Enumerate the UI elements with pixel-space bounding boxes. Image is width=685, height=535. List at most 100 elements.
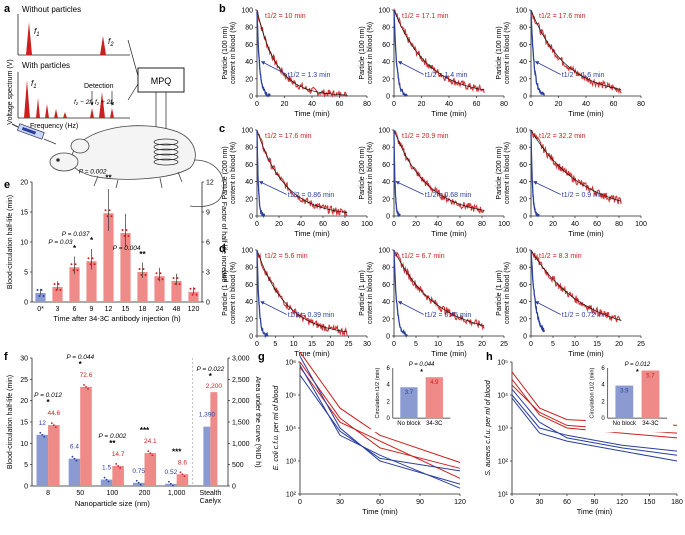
bar-34-3c (112, 465, 124, 486)
x-tick-label: 40 (571, 221, 579, 228)
x-tick-label: 20 (615, 341, 623, 348)
y-tick-label: 40 (245, 59, 253, 66)
data-point (70, 263, 73, 266)
data-point (83, 383, 85, 386)
inset-value-label: 3.9 (620, 389, 629, 395)
y-axis-label: Particle (100 nm)content in blood (%) (359, 22, 374, 84)
inset-x-label: 34-3C (426, 421, 443, 427)
y-tick-label: 60 (382, 162, 390, 169)
data-point (52, 424, 55, 427)
x-tick-label: 25 (500, 341, 508, 348)
red-half-life-label: t1/2 = 17.1 min (402, 13, 449, 20)
bar-no-block (68, 458, 81, 486)
x-axis-label: Time (min) (431, 229, 467, 238)
x-tick-label: 3 (56, 306, 60, 313)
data-point (193, 287, 196, 290)
x-tick-label: 0 (298, 499, 302, 506)
mpq-label: MPQ (151, 76, 172, 86)
y-tick-label: 0 (523, 214, 527, 221)
x-tick-label: 0 (529, 221, 533, 228)
inset-stars: * (420, 369, 423, 376)
panel-letter: b (219, 3, 226, 15)
x-tick-label: 15 (122, 306, 130, 313)
y-tick-label: 100 (515, 248, 527, 255)
x-tick-label: 120 (454, 499, 466, 506)
x-tick-label: 5 (551, 341, 555, 348)
bar-no-block (36, 434, 49, 486)
value-label-34-3c: 24.1 (144, 438, 157, 445)
data-point (176, 277, 179, 279)
inset-y-tick-label: 4 (601, 383, 605, 389)
x-tick-label: 180 (671, 499, 683, 506)
y-tick-label: 0 (386, 334, 390, 341)
x-tick-label: 80 (363, 101, 371, 108)
x-tick-label: 60 (610, 101, 618, 108)
y-tick-label: 20 (382, 196, 390, 203)
y-tick-label: 80 (382, 265, 390, 272)
y-axis-label: E. coli c.f.u. per ml of blood (273, 385, 280, 471)
x-tick-label: 120 (616, 499, 628, 506)
decay-panel-3: 0 20 40 60 80 100 0 20 40 60 80 Time (min) Particle … (496, 8, 645, 119)
x-tick-label: 20 (412, 221, 420, 228)
y-tick-label-right: 3 (206, 270, 210, 277)
red-series-data (393, 7, 485, 94)
series-line-1 (299, 361, 461, 469)
data-point (91, 257, 94, 260)
blue-series-data (530, 131, 540, 217)
y-axis-label-line1: Particle (100 nm) (359, 26, 366, 79)
data-point (140, 274, 143, 276)
significance-stars: * (73, 244, 77, 253)
data-point (135, 479, 138, 482)
data-point (87, 387, 89, 390)
data-point (110, 215, 113, 218)
blue-half-life-label: t1/2 = 0.9 min (562, 192, 605, 199)
inset-p-value: P = 0.044 (409, 362, 435, 368)
x-axis-label: Time (min) (577, 507, 613, 516)
y-axis-label-line1: Particle (200 nm) (496, 146, 503, 199)
blue-series-data (530, 9, 545, 97)
x-axis-label: Time (min) (431, 109, 467, 118)
data-point (167, 480, 170, 483)
bar (120, 233, 131, 302)
y-axis-label-line2: content in blood (%) (504, 262, 511, 324)
blue-pointer-arrow (395, 181, 424, 195)
bar-stealth-34-3c (210, 392, 218, 486)
value-label-34-3c: 44.6 (48, 410, 61, 417)
blue-series-data (256, 249, 269, 339)
y-tick-label: 10⁶ (285, 360, 296, 367)
red-series-fit (393, 129, 485, 211)
x-tick-label: 15 (308, 341, 316, 348)
y-tick-label: 10⁴ (285, 426, 296, 433)
y-tick-label-right: 1,500 (232, 420, 250, 427)
panel-a-ylabel: Voltage spectrum (V) (7, 59, 14, 124)
x-tick-label: 12 (105, 306, 113, 313)
x-tick-label: 6 (73, 306, 77, 313)
data-point (85, 385, 87, 388)
bar-34-3c (80, 386, 92, 486)
x-tick-label: 20 (326, 341, 334, 348)
y-tick-label: 10 (20, 441, 28, 448)
p-value: P = 0.012 (34, 392, 62, 399)
data-point (93, 263, 96, 266)
panel-letter: d (219, 243, 226, 255)
y-tick-label: 0 (249, 94, 253, 101)
bar (154, 276, 165, 302)
data-point (76, 269, 79, 272)
y-axis-label-line2: content in blood (%) (230, 262, 237, 324)
x-tick-label: 5 (414, 341, 418, 348)
data-point (172, 277, 175, 279)
inset-x-label: No block (613, 421, 637, 427)
significance-stars: ** (109, 439, 116, 448)
label-f2-top: f2 (108, 37, 114, 48)
bar (35, 293, 46, 302)
y-axis-label-line2: content in blood (%) (367, 142, 374, 204)
value-label-no-block: 0.52 (165, 469, 178, 476)
data-point (107, 480, 110, 483)
panel-letter: g (258, 351, 265, 363)
x-tick-label: 0 (392, 101, 396, 108)
x-tick-label: 60 (319, 221, 327, 228)
y-tick-label: 0 (24, 300, 28, 307)
y-tick-label: 20 (20, 398, 28, 405)
x-tick-label: 40 (582, 101, 590, 108)
mpq-box (137, 67, 185, 93)
